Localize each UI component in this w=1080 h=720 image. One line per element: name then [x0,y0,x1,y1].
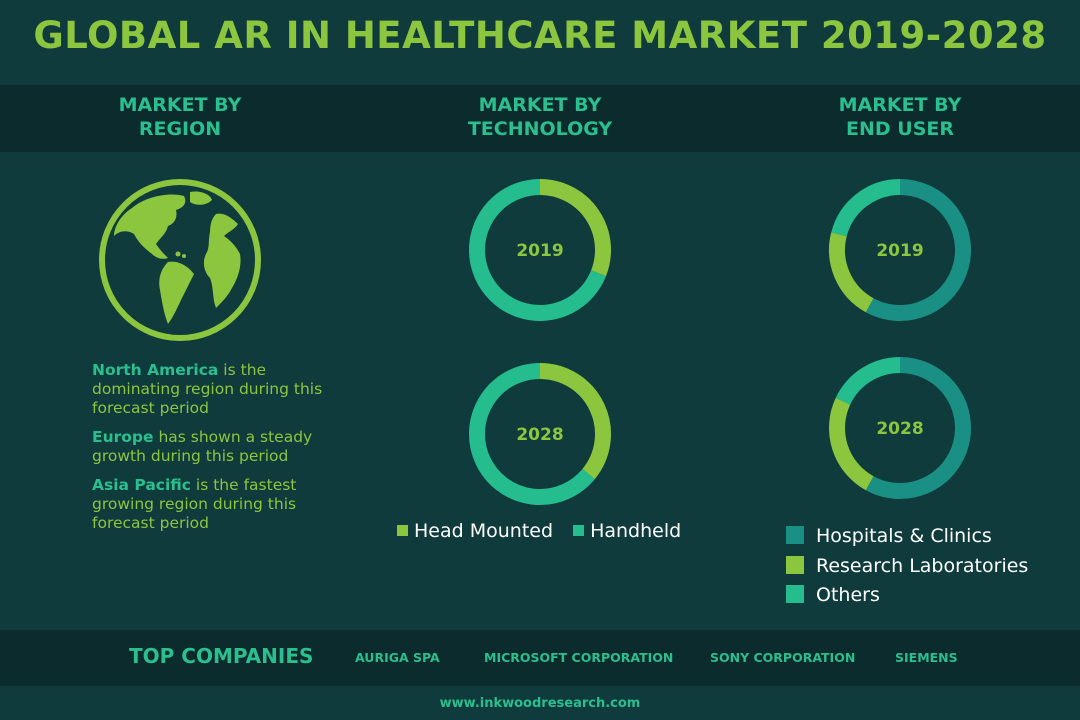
donut-segment-others [831,179,901,237]
footer-band [0,630,1080,686]
donut-segment-handheld [469,363,595,505]
donut-center-label: 2019 [876,241,923,261]
company-auriga: AURIGA SPA [355,650,440,665]
legend-swatch [786,555,804,574]
donut-segment-research-laboratories [829,397,874,491]
legend-label: Others [816,584,880,606]
end-user-2028-donut-chart: 2028 [829,357,971,499]
technology-2028-donut-chart: 2028 [469,363,611,505]
donut-segment-hospitals-clinics [865,357,971,499]
note-asia-pacific: Asia Pacific is the fastest growing regi… [92,476,352,533]
note-highlight: Asia Pacific [92,476,191,494]
company-siemens: SIEMENS [895,650,958,665]
technology-legend: Head Mounted Handheld [397,520,695,542]
region-column-heading: MARKET BY REGION [30,93,330,141]
region-heading-line1: MARKET BY [118,94,242,116]
header-band [0,85,1080,152]
technology-heading-line2: TECHNOLOGY [467,118,613,140]
donut-segments [469,179,611,321]
note-highlight: Europe [92,428,154,446]
legend-item-research-laboratories: Research Laboratories [786,555,1028,585]
donut-segment-handheld [469,179,607,321]
legend-label: Handheld [590,520,682,542]
company-sony: SONY CORPORATION [710,650,856,665]
donut-center-label: 2028 [876,419,923,439]
technology-2019-donut-chart: 2019 [469,179,611,321]
donut-segment-research-laboratories [829,232,874,313]
page-title: GLOBAL AR IN HEALTHCARE MARKET 2019-2028 [33,14,1047,57]
legend-item-head-mounted: Head Mounted [397,520,553,542]
website-link[interactable]: www.inkwoodresearch.com [439,696,641,711]
note-text: has shown a steady growth during this pe… [92,428,313,465]
note-text: is the dominating region during this for… [92,361,323,417]
donut-center-label: 2028 [516,425,563,445]
note-europe: Europe has shown a steady growth during … [92,428,352,466]
donut-segments [829,357,971,499]
donut-segment-head-mounted [539,179,611,277]
region-heading-line2: REGION [138,118,222,140]
legend-label: Research Laboratories [816,554,1029,577]
end-user-legend: Hospitals & Clinics Research Laboratorie… [786,525,1028,614]
end-user-2019-donut-chart: 2019 [829,179,971,321]
region-notes: North America is the dominating region d… [92,361,352,543]
donut-center-label: 2019 [516,241,563,261]
legend-item-others: Others [786,584,1028,614]
end-user-column-heading: MARKET BY END USER [750,93,1050,141]
top-companies-label: TOP COMPANIES [129,644,314,668]
legend-item-handheld: Handheld [573,520,681,542]
legend-swatch [786,585,804,603]
legend-label: Head Mounted [414,520,554,542]
legend-item-hospitals-clinics: Hospitals & Clinics [786,525,1028,555]
donut-segment-hospitals-clinics [865,179,971,321]
note-text: is the fastest growing region during thi… [92,476,297,532]
company-microsoft: MICROSOFT CORPORATION [484,650,674,665]
globe-icon [99,179,261,341]
legend-swatch [786,526,804,544]
technology-heading-line1: MARKET BY [478,94,602,116]
end-user-heading-line2: END USER [846,118,954,140]
donut-segment-others [835,357,901,405]
technology-column-heading: MARKET BY TECHNOLOGY [390,93,690,141]
donut-segment-head-mounted [539,363,611,480]
donut-segments [829,179,971,321]
legend-swatch [573,525,585,536]
donut-segments [469,363,611,505]
note-highlight: North America [92,361,219,379]
legend-swatch [397,525,408,536]
end-user-heading-line1: MARKET BY [838,94,962,116]
note-north-america: North America is the dominating region d… [92,361,352,418]
legend-label: Hospitals & Clinics [816,525,992,547]
